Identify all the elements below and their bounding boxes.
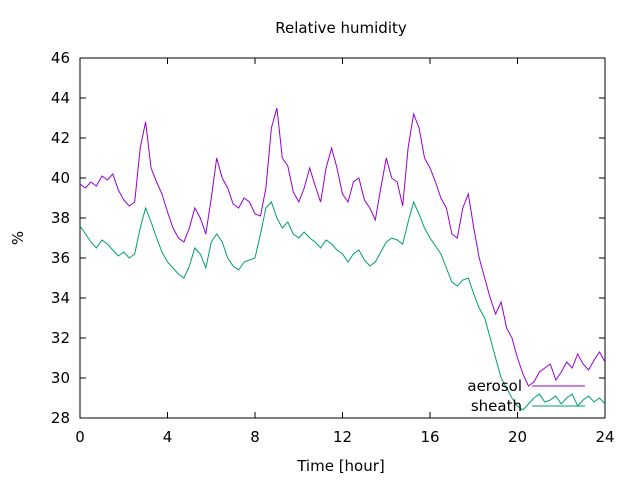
y-tick-label: 42 (51, 129, 70, 147)
legend-label-sheath: sheath (471, 397, 522, 415)
y-tick-label: 36 (51, 249, 70, 267)
x-tick-label: 20 (508, 428, 527, 446)
x-tick-label: 12 (333, 428, 352, 446)
x-tick-label: 24 (595, 428, 614, 446)
y-tick-label: 30 (51, 369, 70, 387)
y-tick-label: 40 (51, 169, 70, 187)
y-tick-label: 34 (51, 289, 70, 307)
series-line-sheath (79, 200, 606, 411)
y-tick-label: 46 (51, 49, 70, 67)
chart-title: Relative humidity (275, 19, 407, 37)
x-tick-label: 8 (250, 428, 260, 446)
x-tick-label: 0 (75, 428, 85, 446)
x-tick-label: 4 (163, 428, 173, 446)
y-tick-label: 44 (51, 89, 70, 107)
y-tick-label: 32 (51, 329, 70, 347)
legend: aerosol sheath (467, 377, 585, 415)
plot-frame (79, 57, 606, 419)
y-axis-label: % (9, 231, 27, 245)
axis-ticks: 0 4 8 12 16 20 24 28 30 32 34 36 38 40 42 44 46 (51, 49, 615, 446)
series-line-aerosol (79, 107, 606, 387)
series-lines (79, 107, 606, 411)
x-axis-label: Time [hour] (296, 457, 385, 475)
legend-label-aerosol: aerosol (467, 377, 522, 395)
y-tick-label: 38 (51, 209, 70, 227)
y-tick-label: 28 (51, 409, 70, 427)
x-tick-label: 16 (420, 428, 439, 446)
